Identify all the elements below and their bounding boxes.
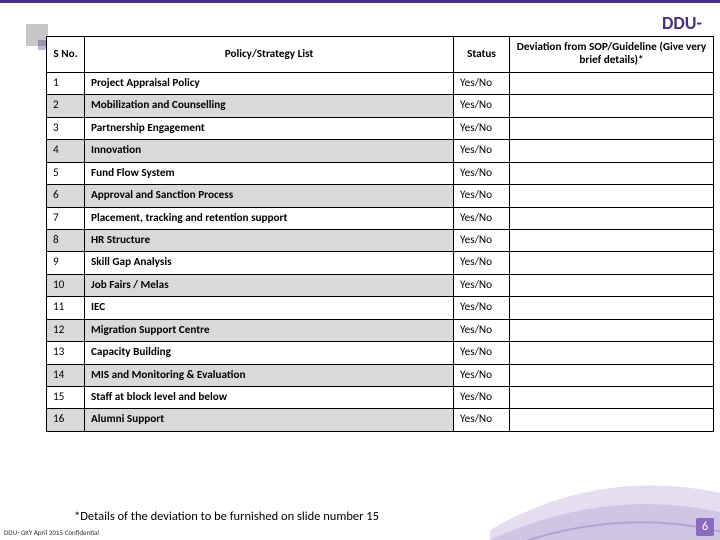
footnote-text: *Details of the deviation to be furnishe… [74, 509, 379, 524]
cell-deviation [510, 297, 714, 319]
cell-policy: Approval and Sanction Process [85, 185, 454, 207]
cell-policy: Project Appraisal Policy [85, 72, 454, 94]
cell-status: Yes/No [454, 95, 510, 117]
cell-sno: 11 [47, 297, 85, 319]
policy-table-container: S No. Policy/Strategy List Status Deviat… [46, 36, 714, 432]
table-row: 11IECYes/No [47, 297, 714, 319]
cell-policy: Placement, tracking and retention suppor… [85, 207, 454, 229]
cell-status: Yes/No [454, 342, 510, 364]
cell-status: Yes/No [454, 117, 510, 139]
col-header-policy: Policy/Strategy List [85, 37, 454, 73]
slide-page: DDU- S No. Policy/Strategy List Status D… [0, 0, 720, 540]
cell-status: Yes/No [454, 140, 510, 162]
cell-deviation [510, 364, 714, 386]
cell-sno: 2 [47, 95, 85, 117]
cell-policy: Staff at block level and below [85, 387, 454, 409]
cell-deviation [510, 252, 714, 274]
cell-policy: Skill Gap Analysis [85, 252, 454, 274]
cell-policy: Job Fairs / Melas [85, 274, 454, 296]
cell-deviation [510, 319, 714, 341]
cell-status: Yes/No [454, 364, 510, 386]
cell-policy: Fund Flow System [85, 162, 454, 184]
cell-sno: 15 [47, 387, 85, 409]
cell-sno: 4 [47, 140, 85, 162]
cell-deviation [510, 387, 714, 409]
cell-policy: IEC [85, 297, 454, 319]
policy-table: S No. Policy/Strategy List Status Deviat… [46, 36, 714, 432]
col-header-sno: S No. [47, 37, 85, 73]
cell-sno: 10 [47, 274, 85, 296]
table-row: 8HR StructureYes/No [47, 229, 714, 251]
cell-status: Yes/No [454, 252, 510, 274]
cell-sno: 9 [47, 252, 85, 274]
cell-status: Yes/No [454, 229, 510, 251]
cell-policy: Capacity Building [85, 342, 454, 364]
cell-sno: 3 [47, 117, 85, 139]
table-row: 1Project Appraisal PolicyYes/No [47, 72, 714, 94]
table-header-row: S No. Policy/Strategy List Status Deviat… [47, 37, 714, 73]
cell-policy: Alumni Support [85, 409, 454, 431]
table-row: 16Alumni SupportYes/No [47, 409, 714, 431]
cell-deviation [510, 140, 714, 162]
page-number-badge: 6 [696, 518, 714, 536]
cell-status: Yes/No [454, 185, 510, 207]
cell-deviation [510, 95, 714, 117]
cell-sno: 13 [47, 342, 85, 364]
cell-status: Yes/No [454, 162, 510, 184]
cell-sno: 12 [47, 319, 85, 341]
cell-deviation [510, 342, 714, 364]
cell-status: Yes/No [454, 207, 510, 229]
cell-status: Yes/No [454, 297, 510, 319]
cell-policy: MIS and Monitoring & Evaluation [85, 364, 454, 386]
cell-policy: Innovation [85, 140, 454, 162]
cell-policy: Migration Support Centre [85, 319, 454, 341]
cell-deviation [510, 72, 714, 94]
cell-sno: 1 [47, 72, 85, 94]
cell-policy: HR Structure [85, 229, 454, 251]
confidential-footer: DDU- GKY April 2015 Confidential [4, 528, 99, 537]
table-row: 12Migration Support CentreYes/No [47, 319, 714, 341]
cell-status: Yes/No [454, 319, 510, 341]
cell-deviation [510, 274, 714, 296]
table-row: 13Capacity BuildingYes/No [47, 342, 714, 364]
table-row: 5Fund Flow SystemYes/No [47, 162, 714, 184]
cell-status: Yes/No [454, 274, 510, 296]
table-row: 10Job Fairs / MelasYes/No [47, 274, 714, 296]
cell-deviation [510, 409, 714, 431]
table-row: 14MIS and Monitoring & EvaluationYes/No [47, 364, 714, 386]
cell-policy: Mobilization and Counselling [85, 95, 454, 117]
cell-deviation [510, 229, 714, 251]
top-accent-bar [0, 0, 720, 3]
table-row: 3Partnership EngagementYes/No [47, 117, 714, 139]
table-row: 4InnovationYes/No [47, 140, 714, 162]
cell-deviation [510, 185, 714, 207]
decorative-swoosh-icon [490, 440, 720, 540]
cell-sno: 6 [47, 185, 85, 207]
cell-sno: 14 [47, 364, 85, 386]
cell-status: Yes/No [454, 409, 510, 431]
cell-sno: 8 [47, 229, 85, 251]
cell-deviation [510, 207, 714, 229]
cell-deviation [510, 162, 714, 184]
cell-deviation [510, 117, 714, 139]
table-row: 15Staff at block level and belowYes/No [47, 387, 714, 409]
cell-status: Yes/No [454, 387, 510, 409]
table-row: 7Placement, tracking and retention suppo… [47, 207, 714, 229]
table-row: 2Mobilization and CounsellingYes/No [47, 95, 714, 117]
cell-sno: 16 [47, 409, 85, 431]
page-title: DDU- [662, 12, 702, 34]
cell-status: Yes/No [454, 72, 510, 94]
table-row: 9Skill Gap AnalysisYes/No [47, 252, 714, 274]
table-row: 6Approval and Sanction ProcessYes/No [47, 185, 714, 207]
cell-sno: 7 [47, 207, 85, 229]
col-header-deviation: Deviation from SOP/Guideline (Give very … [510, 37, 714, 73]
cell-sno: 5 [47, 162, 85, 184]
col-header-status: Status [454, 37, 510, 73]
cell-policy: Partnership Engagement [85, 117, 454, 139]
